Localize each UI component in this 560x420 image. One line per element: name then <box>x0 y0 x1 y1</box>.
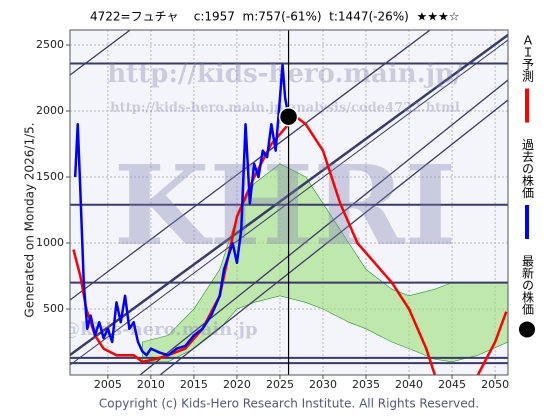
x-tick-label: 2005 <box>94 378 122 391</box>
trend-line <box>139 79 508 375</box>
legend-swatch <box>519 321 535 338</box>
trend-line <box>159 99 508 375</box>
legend-label: ＡＩ予測 <box>521 34 535 83</box>
x-tick-label: 2030 <box>309 378 337 391</box>
trend-line <box>70 30 131 76</box>
x-tick-label: 2020 <box>223 378 251 391</box>
chart-title: 4722=フュチャ c:1957 m:757(-61%) t:1447(-26%… <box>90 10 459 24</box>
x-tick-label: 2035 <box>352 378 380 391</box>
watermark: info@kids-hero.main.jp <box>22 319 257 340</box>
legend-label: 過去の株価 <box>521 138 535 198</box>
x-tick-label: 2040 <box>395 378 423 391</box>
y-tick-label: 1000 <box>36 236 64 249</box>
trend-line <box>70 30 431 301</box>
watermark: KHRI <box>114 141 456 270</box>
x-tick-label: 2015 <box>180 378 208 391</box>
y-tick-label: 2000 <box>36 104 64 117</box>
footer: Copyright (c) Kids-Hero Research Institu… <box>99 397 479 411</box>
y-tick-label: 2500 <box>36 38 64 51</box>
plot-frame <box>69 29 509 376</box>
x-tick-label: 2025 <box>266 378 294 391</box>
legend-label: 最新の株価 <box>521 255 535 315</box>
series-line <box>73 63 290 357</box>
y-tick-label: 1500 <box>36 170 64 183</box>
x-tick-label: 2050 <box>481 378 509 391</box>
x-tick-label: 2010 <box>137 378 165 391</box>
latest-point <box>278 106 299 127</box>
side-note: Generated on Monday 2026/1/5. <box>23 122 37 317</box>
series-line <box>72 116 508 375</box>
y-tick-label: 500 <box>43 302 64 315</box>
x-tick-label: 2045 <box>438 378 466 391</box>
